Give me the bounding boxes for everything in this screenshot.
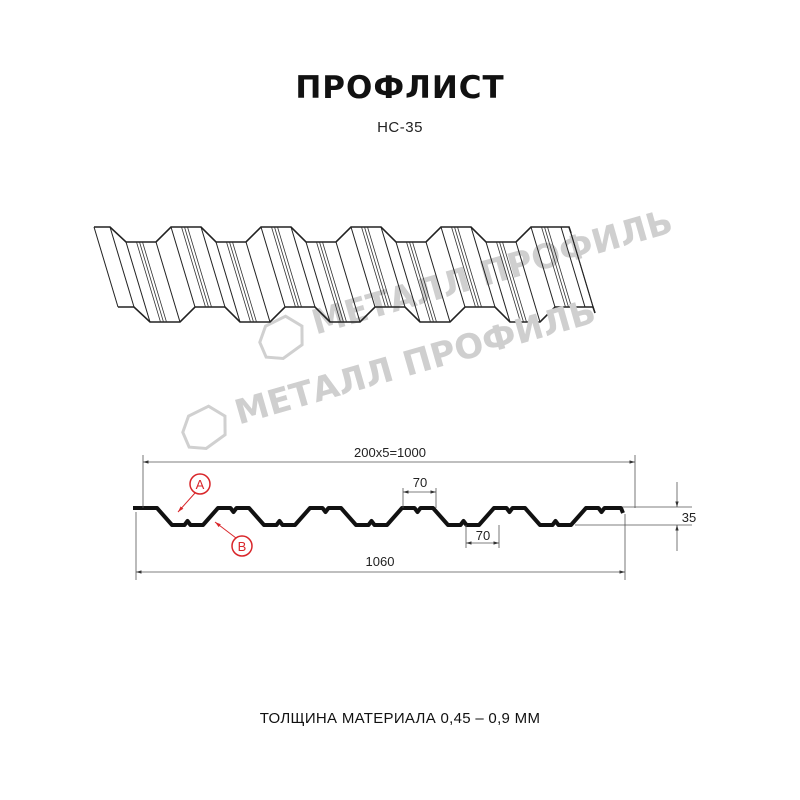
profile-line [133, 506, 625, 527]
sheet-rib-line [457, 226, 482, 308]
sheet-rib-line [502, 241, 527, 323]
sheet-front-edge [118, 306, 596, 323]
sheet-rib-line [229, 241, 254, 323]
sheet-rib-line [364, 226, 389, 308]
sheet-rib-line [409, 241, 434, 323]
sheet-rib-line [136, 241, 161, 323]
total-width-dimension-label: 1060 [366, 554, 395, 569]
sheet-rib-line [226, 241, 251, 323]
sheet-rib-line [316, 241, 341, 323]
sheet-fold-line [93, 226, 119, 308]
sheet-rib-line [406, 241, 431, 323]
sheet-rib-line [271, 226, 296, 308]
marker-a-label: A [196, 477, 205, 492]
bottom-flat-dimension-label: 70 [476, 528, 490, 543]
sheet-fold-line [305, 241, 331, 323]
sheet-fold-line [170, 226, 196, 308]
sheet-fold-line [200, 226, 226, 308]
sheet-fold-line [485, 241, 511, 323]
sheet-back-edge [94, 226, 572, 243]
model-label: НС-35 [377, 119, 423, 136]
sheet-rib-line [322, 241, 347, 323]
top-flat-dimension-label: 70 [413, 475, 427, 490]
sheet-fold-line [290, 226, 316, 308]
sheet-rib-line [181, 226, 206, 308]
sheet-fold-line [395, 241, 421, 323]
sheet-fold-line [570, 232, 596, 314]
page-title: ПРОФЛИСТ [295, 70, 505, 106]
sheet-fold-line [425, 241, 451, 323]
marker-a: A [177, 473, 211, 513]
marker-b-label: B [238, 539, 247, 554]
sheet-rib-line [184, 226, 209, 308]
sheet-rib-line [274, 226, 299, 308]
sheet-rib-line [319, 241, 344, 323]
sheet-fold-line [215, 241, 241, 323]
dimension-lines [135, 455, 692, 580]
sheet-rib-line [541, 226, 566, 308]
sheet-rib-line [499, 241, 524, 323]
pitch-dimension-label: 200x5=1000 [354, 445, 426, 460]
sheet-fold-line [470, 226, 496, 308]
sheet-rib-line [454, 226, 479, 308]
sheet-rib-line [232, 241, 257, 323]
sheet-fold-line [260, 226, 286, 308]
height-dimension-label: 35 [682, 510, 696, 525]
sheet-rib-line [361, 226, 386, 308]
sheet-rib-line [451, 226, 476, 308]
sheet-fold-line [530, 226, 556, 308]
sheet-rib-line [187, 226, 212, 308]
sheet-rib-line [139, 241, 164, 323]
watermark-logo-icon [258, 314, 304, 361]
sheet-fold-line [245, 241, 271, 323]
sheet-fold-line [380, 226, 406, 308]
profile-section [133, 506, 625, 527]
sheet-3d-view [93, 226, 596, 323]
sheet-fold-line [440, 226, 466, 308]
sheet-rib-line [544, 226, 569, 308]
sheet-rib-line [277, 226, 302, 308]
sheet-fold-line [109, 226, 135, 308]
sheet-rib-line [367, 226, 392, 308]
sheet-fold-line [515, 241, 541, 323]
sheet-rib-line [412, 241, 437, 323]
watermark-logo-icon [181, 404, 227, 451]
sheet-fold-line [350, 226, 376, 308]
sheet-rib-line [142, 241, 167, 323]
sheet-fold-line [560, 226, 586, 308]
sheet-fold-line [155, 241, 181, 323]
marker-b: B [214, 521, 253, 557]
sheet-rib-line [547, 226, 572, 308]
sheet-fold-line [335, 241, 361, 323]
sheet-fold-line [125, 241, 151, 323]
sheet-rib-line [496, 241, 521, 323]
material-thickness-note: ТОЛЩИНА МАТЕРИАЛА 0,45 – 0,9 ММ [259, 710, 541, 727]
